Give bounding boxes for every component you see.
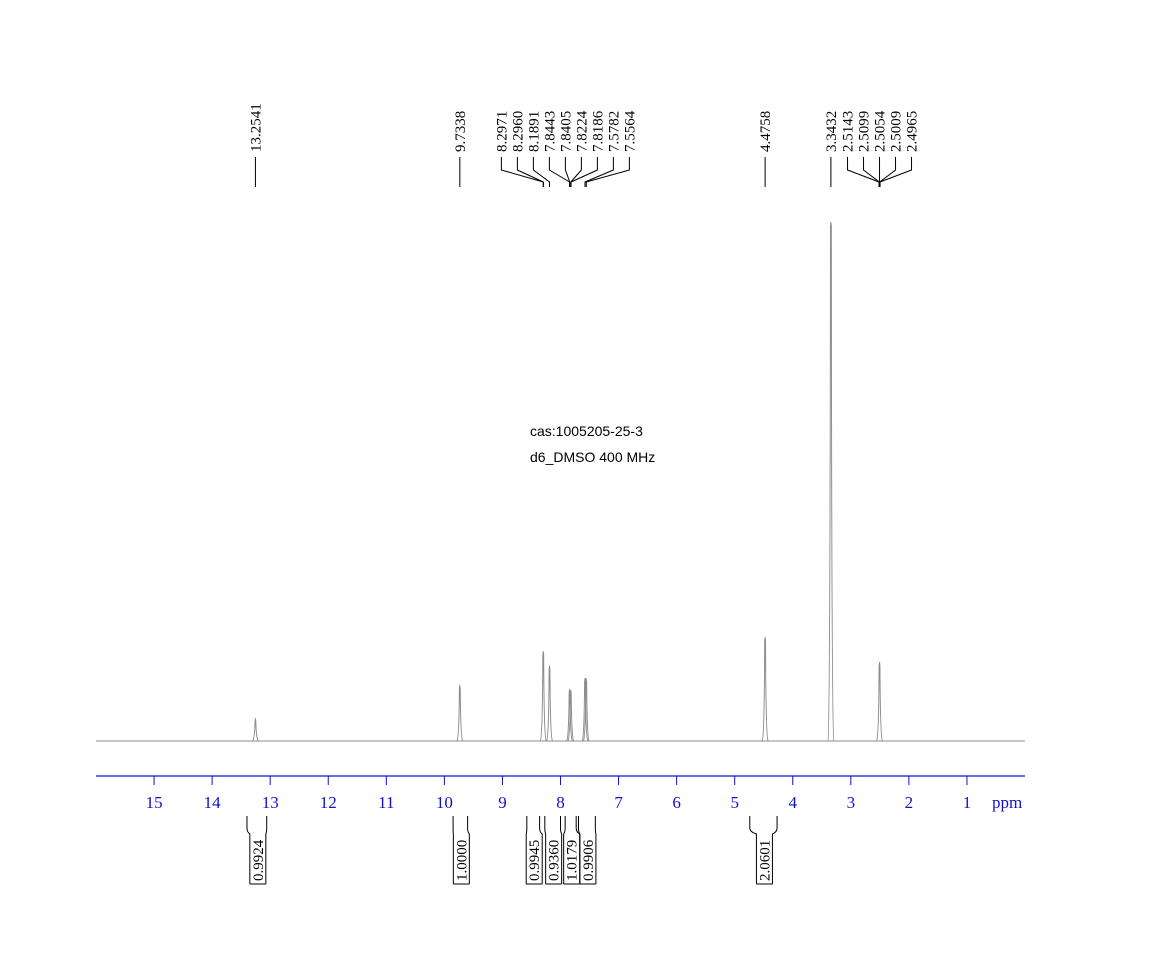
x-tick-label: 15: [146, 793, 163, 812]
x-tick-label: 2: [905, 793, 914, 812]
peak-label-leader: [863, 157, 880, 187]
x-tick-label: 12: [320, 793, 337, 812]
integral-label: 0.9924: [251, 839, 267, 881]
integral-label: 1.0179: [565, 840, 581, 881]
peak-label: 7.5564: [622, 110, 638, 152]
peak-label: 2.5143: [841, 111, 857, 152]
peak-label: 9.7338: [453, 111, 469, 152]
peak-label: 8.1891: [526, 111, 542, 152]
peak-label: 7.5782: [606, 111, 622, 152]
annotation: cas:1005205-25-3: [530, 423, 643, 439]
peak-label: 8.2960: [510, 111, 526, 152]
x-tick-label: 9: [498, 793, 507, 812]
peak-label-leader: [570, 157, 598, 187]
x-tick-label: 1: [963, 793, 972, 812]
peak-label: 7.8186: [590, 110, 606, 152]
peak-label: 13.2541: [248, 103, 264, 152]
annotation: d6_DMSO 400 MHz: [530, 449, 655, 465]
x-tick-label: 4: [789, 793, 798, 812]
peak: [582, 678, 590, 742]
x-tick-label: 13: [262, 793, 279, 812]
x-tick-label: 8: [556, 793, 565, 812]
x-tick-label: 6: [672, 793, 681, 812]
peak: [252, 718, 259, 742]
x-axis-label: ppm: [992, 793, 1022, 812]
integral-bracket: [544, 816, 563, 885]
peak-label-leader: [570, 157, 582, 187]
peak: [761, 637, 769, 742]
peak-label: 8.2971: [494, 111, 510, 152]
integral-label: 0.9360: [547, 840, 563, 881]
x-tick-label: 7: [614, 793, 623, 812]
integral-bracket: [577, 816, 597, 885]
integral-bracket: [246, 816, 268, 885]
peak-label: 7.8443: [542, 111, 558, 152]
peak-label-leader: [564, 157, 571, 187]
peak-label: 7.8405: [558, 111, 574, 152]
peak: [456, 684, 464, 742]
peak: [567, 690, 575, 742]
peak-label-leader: [879, 157, 913, 187]
x-tick-label: 14: [204, 793, 222, 812]
integral-label: 1.0000: [454, 840, 470, 881]
integral-bracket: [749, 816, 778, 885]
peak-label-leader: [532, 157, 551, 187]
peak: [546, 665, 553, 742]
peak: [827, 221, 835, 742]
peak-label: 2.4965: [905, 111, 921, 152]
peak-label: 2.5099: [857, 111, 873, 152]
peak-label-leader: [879, 157, 897, 187]
peak-label: 2.5009: [889, 111, 905, 152]
peak-label-leader: [584, 157, 614, 187]
peak: [539, 651, 547, 742]
integral-bracket: [452, 816, 470, 885]
peak: [581, 678, 589, 742]
integral-bracket: [525, 816, 543, 885]
x-tick-label: 10: [436, 793, 453, 812]
peak-label-leader: [516, 157, 544, 187]
x-tick-label: 11: [378, 793, 394, 812]
peak-label-leader: [585, 157, 630, 187]
x-tick-label: 5: [730, 793, 739, 812]
integral-label: 2.0601: [757, 840, 773, 881]
peak-label: 7.8224: [574, 110, 590, 152]
x-tick-label: 3: [847, 793, 856, 812]
peak: [876, 662, 883, 742]
integral-label: 0.9945: [527, 840, 543, 881]
peak-label: 3.3432: [824, 111, 840, 152]
peak-label: 2.5054: [873, 110, 889, 152]
peak-label: 4.4758: [758, 111, 774, 152]
integral-label: 0.9906: [581, 839, 597, 881]
peak: [566, 689, 573, 742]
